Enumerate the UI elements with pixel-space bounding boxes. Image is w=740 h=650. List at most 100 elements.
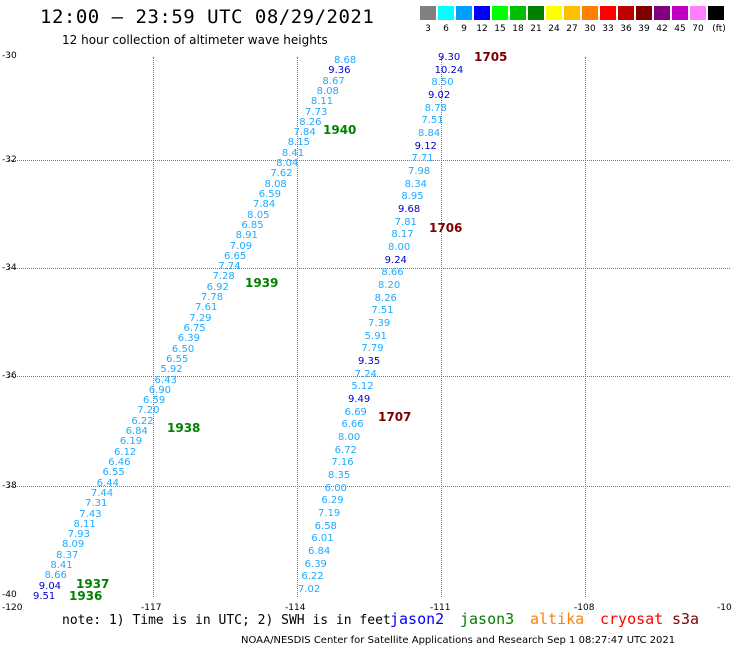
grid-line-lon: [153, 57, 154, 597]
wave-height-value: 9.35: [358, 356, 381, 367]
scale-label: 33: [602, 24, 614, 34]
wave-height-value: 6.55: [102, 467, 125, 479]
page-title: 12:00 – 23:59 UTC 08/29/2021: [40, 6, 375, 28]
satellite-jason2: jason2: [390, 610, 445, 628]
wave-height-value: 9.24: [384, 254, 407, 266]
wave-height-value: 9.49: [348, 394, 371, 405]
credit-line: NOAA/NESDIS Center for Satellite Applica…: [241, 635, 676, 646]
scale-swatch: [474, 6, 490, 20]
wave-height-value: 8.17: [391, 229, 414, 241]
scale-swatch: [420, 6, 436, 20]
wave-height-value: 8.35: [328, 470, 351, 481]
scale-label: 39: [638, 24, 650, 34]
pass-time-label: 1940: [323, 123, 357, 137]
wave-height-value: 8.09: [61, 539, 85, 551]
wave-height-value: 6.85: [241, 219, 264, 231]
wave-height-value: 6.22: [301, 571, 324, 583]
wave-height-value: 9.36: [328, 65, 351, 77]
wave-height-value: 6.01: [311, 533, 334, 545]
footer-note: note: 1) Time is in UTC; 2) SWH is in fe…: [62, 613, 391, 628]
wave-height-value: 7.02: [298, 584, 321, 595]
wave-height-value: 6.84: [125, 426, 148, 438]
wave-height-value: 8.66: [44, 570, 67, 582]
scale-label: 45: [674, 24, 686, 34]
grid-line-lon: [585, 57, 586, 597]
wave-height-value: 7.73: [305, 106, 328, 118]
wave-height-value: 6.22: [131, 415, 154, 427]
wave-height-value: 7.09: [229, 240, 253, 252]
wave-height-value: 6.55: [166, 353, 189, 365]
scale-swatch: [564, 6, 580, 20]
wave-height-value: 6.44: [96, 477, 119, 489]
pass-time-label: 1936: [69, 589, 103, 603]
wave-height-value: 7.71: [411, 153, 434, 165]
wave-height-value: 6.00: [324, 482, 347, 494]
wave-height-value: 7.84: [293, 127, 316, 139]
scale-swatch: [654, 6, 670, 20]
wave-height-value: 8.05: [247, 209, 270, 221]
wave-height-value: 7.98: [408, 166, 431, 177]
wave-height-value: 8.04: [276, 158, 299, 170]
wave-height-value: 7.29: [189, 312, 212, 324]
scale-label: 70: [692, 24, 704, 34]
wave-height-value: 6.58: [314, 520, 337, 532]
scale-swatch: [582, 6, 598, 20]
lon-label: -111: [430, 603, 451, 613]
wave-height-value: 8.95: [401, 191, 424, 203]
wave-height-value: 7.19: [318, 508, 341, 519]
wave-height-value: 7.78: [200, 292, 224, 304]
scale-swatch: [528, 6, 544, 20]
grid-line-lat: [8, 376, 730, 377]
wave-height-value: 10.24: [434, 64, 464, 76]
grid-line-lon: [441, 57, 442, 597]
pass-time-label: 1938: [167, 421, 201, 435]
wave-height-value: 7.84: [252, 199, 276, 211]
scale-label: 15: [494, 24, 506, 34]
page-subtitle: 12 hour collection of altimeter wave hei…: [62, 33, 328, 47]
wave-height-value: 6.84: [308, 546, 331, 557]
wave-height-value: 7.16: [331, 457, 354, 469]
wave-height-value: 8.50: [431, 77, 454, 89]
scale-swatch: [492, 6, 508, 20]
satellite-jason3: jason3: [460, 610, 515, 628]
wave-height-value: 7.51: [371, 305, 394, 317]
wave-height-value: 6.92: [206, 281, 229, 293]
wave-height-value: 6.19: [119, 436, 143, 448]
grid-line-lon: [297, 57, 298, 597]
wave-height-value: 8.26: [299, 116, 322, 128]
wave-height-value: 6.65: [224, 250, 247, 262]
scale-label: 18: [512, 24, 524, 34]
pass-time-label: 1939: [245, 276, 279, 290]
lat-label: -36: [2, 371, 17, 381]
wave-height-value: 7.74: [218, 261, 241, 273]
scale-unit: (ft): [712, 24, 726, 34]
wave-height-value: 8.78: [424, 102, 447, 114]
wave-height-value: 7.62: [270, 168, 293, 180]
wave-height-value: 9.04: [38, 580, 62, 592]
wave-height-value: 8.15: [287, 137, 310, 149]
scale-swatch: [690, 6, 706, 20]
wave-height-value: 7.43: [79, 508, 102, 520]
wave-height-value: 8.00: [338, 432, 361, 443]
satellite-s3a: s3a: [672, 610, 700, 628]
grid-line-lat: [8, 486, 730, 487]
wave-height-value: 9.12: [414, 140, 437, 152]
wave-height-value: 6.39: [304, 558, 327, 570]
lon-label: -117: [141, 603, 162, 613]
wave-height-value: 6.59: [258, 189, 282, 200]
satellite-cryosat: cryosat: [600, 610, 664, 628]
lat-label: -40: [2, 590, 17, 600]
wave-height-value: 6.46: [108, 457, 131, 468]
scale-label: 42: [656, 24, 668, 34]
scale-swatch: [636, 6, 652, 20]
wave-height-value: 6.43: [154, 374, 177, 386]
wave-height-value: 9.02: [428, 90, 451, 101]
scale-label: 24: [548, 24, 560, 34]
grid-line-lat: [8, 160, 730, 161]
scale-label: 9: [461, 24, 467, 34]
scale-swatch: [708, 6, 724, 20]
wave-height-value: 8.91: [235, 230, 258, 242]
lat-label: -34: [2, 263, 17, 273]
wave-height-value: 8.11: [310, 96, 334, 108]
lon-label: -120: [2, 603, 23, 613]
